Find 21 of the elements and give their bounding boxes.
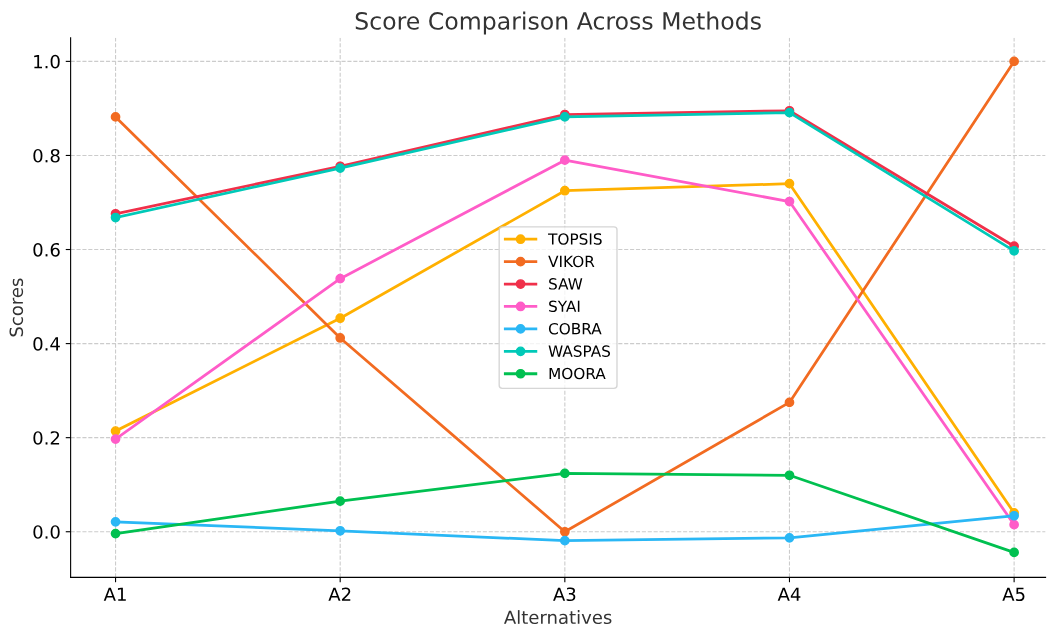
legend-label: COBRA: [548, 322, 602, 335]
legend-label: TOPSIS: [548, 233, 602, 245]
x-tick-label: A5: [1002, 587, 1025, 602]
x-axis-title: Alternatives: [504, 610, 612, 625]
y-axis-title: Scores: [9, 278, 24, 337]
legend-label: SAW: [549, 278, 583, 290]
legend-label: SYAI: [549, 300, 580, 313]
y-tick-label: 0.2: [33, 431, 60, 445]
x-tick-label: A2: [328, 587, 351, 601]
y-tick-label: 0.0: [33, 525, 60, 539]
x-tick-label: A3: [553, 587, 576, 602]
x-tick-label: A1: [103, 587, 126, 601]
legend-label: VIKOR: [548, 255, 595, 268]
y-tick-label: 1.0: [34, 54, 60, 69]
legend-label: MOORA: [549, 367, 606, 380]
y-tick-label: 0.6: [33, 242, 60, 257]
x-tick-label: A4: [777, 587, 801, 601]
y-tick-label: 0.8: [33, 148, 60, 163]
y-tick-label: 0.4: [33, 337, 60, 351]
legend-label: WASPAS: [548, 345, 611, 357]
chart-title: Score Comparison Across Methods: [355, 11, 761, 35]
